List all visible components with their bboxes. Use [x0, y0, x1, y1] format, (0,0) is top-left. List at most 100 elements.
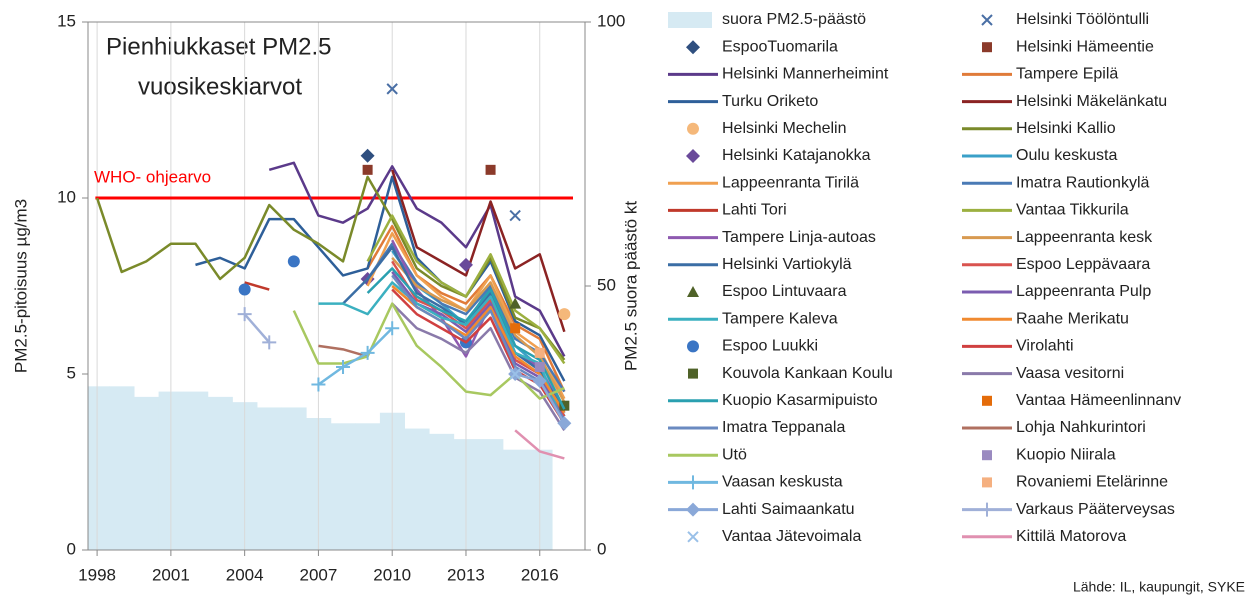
series-marker: [386, 83, 398, 95]
series-line: [391, 302, 566, 431]
legend-label: Helsinki Töölöntulli: [1016, 11, 1149, 28]
legend-marker: [982, 450, 992, 461]
legend-label: Kuopio Kasarmipuisto: [722, 392, 878, 409]
legend-label: Lahti Saimaankatu: [722, 501, 855, 518]
legend-marker: [686, 40, 700, 55]
legend-marker: [982, 42, 992, 53]
legend-marker: [982, 477, 992, 488]
series-marker: [237, 307, 252, 322]
legend-label: Tampere Kaleva: [722, 310, 838, 327]
emission-bar: [478, 439, 504, 550]
series-line: [318, 281, 566, 428]
emission-bar: [109, 386, 135, 550]
legend-label: Helsinki Katajanokka: [722, 147, 871, 164]
legend-label: Lappeenranta kesk: [1016, 229, 1153, 246]
legend-label: EspooTuomarila: [722, 38, 838, 55]
legend-marker: [687, 531, 699, 543]
series-line: [244, 281, 270, 291]
legend-marker: [981, 14, 993, 26]
legend-label: Lahti Tori: [722, 202, 787, 219]
series-marker: [558, 308, 571, 321]
legend-label: Oulu keskusta: [1016, 147, 1117, 164]
legend-label: Rovaniemi Etelärinne: [1016, 474, 1168, 491]
x-tick-label: 2013: [447, 565, 485, 584]
legend-label: Helsinki Mäkelänkatu: [1016, 93, 1167, 110]
legend-label: Imatra Rautionkylä: [1016, 174, 1149, 191]
y-axis-label: PM2.5-pitoisuus µg/m3: [11, 199, 30, 373]
y2-axis-label: PM2.5 suora päästö kt: [621, 201, 640, 371]
series-line: [366, 214, 566, 365]
emission-bar: [404, 428, 430, 550]
series-line: [514, 429, 565, 460]
emission-bar: [256, 407, 283, 550]
series-marker: [510, 323, 521, 334]
x-tick-label: 2007: [300, 565, 338, 584]
y-tick-label: 15: [57, 11, 76, 30]
legend-label: Helsinki Kallio: [1016, 120, 1116, 137]
legend-label: Helsinki Mannerheimint: [722, 66, 889, 83]
legend-label: Lohja Nahkurintori: [1016, 419, 1146, 436]
series-marker: [238, 283, 251, 296]
legend-label: Espoo Leppävaara: [1016, 256, 1150, 273]
x-tick-label: 1998: [78, 565, 116, 584]
y-tick-label: 0: [67, 539, 76, 558]
legend-marker: [686, 502, 700, 517]
series-marker: [311, 377, 326, 392]
series-line: [268, 161, 566, 357]
series-marker: [509, 297, 522, 309]
emission-bar: [502, 449, 528, 550]
legend-marker: [686, 149, 700, 163]
legend-label: suora PM2.5-päästö: [722, 11, 866, 28]
legend-label: Helsinki Vartiokylä: [722, 256, 852, 273]
series-line: [366, 224, 566, 393]
series-line: [195, 175, 566, 382]
source-note: Lähde: IL, kaupungit, SYKE: [1073, 579, 1245, 595]
legend-label: Imatra Teppanala: [722, 419, 845, 436]
emission-bar: [133, 396, 160, 550]
x-tick-label: 2001: [152, 565, 190, 584]
series-marker: [509, 209, 521, 222]
series-marker: [287, 255, 300, 268]
series-marker: [532, 374, 547, 389]
emission-bar: [355, 423, 381, 550]
y2-tick-label: 0: [597, 539, 606, 558]
chart-subtitle: vuosikeskiarvot: [138, 73, 302, 100]
emission-bar: [207, 396, 233, 550]
series-marker: [559, 400, 570, 411]
legend-label: Espoo Lintuvaara: [722, 283, 847, 300]
series-marker: [385, 321, 400, 336]
series-marker: [360, 148, 375, 163]
series-line: [391, 169, 566, 333]
emission-bar: [88, 386, 110, 550]
reference-label: WHO- ohjearvo: [94, 167, 211, 186]
legend-marker: [687, 122, 699, 135]
series-marker: [262, 335, 277, 350]
legend-label: Kouvola Kankaan Koulu: [722, 365, 893, 382]
series-line: [95, 175, 566, 361]
y-tick-label: 5: [67, 363, 76, 382]
y2-tick-label: 100: [597, 11, 625, 30]
legend-label: Lappeenranta Tirilä: [722, 174, 859, 191]
x-tick-label: 2016: [521, 565, 559, 584]
legend-label: Helsinki Hämeentie: [1016, 38, 1154, 55]
series-marker: [557, 416, 572, 431]
y-tick-label: 10: [57, 187, 76, 206]
legend-marker: [982, 395, 992, 406]
legend-swatch: [668, 12, 712, 28]
series-line: [318, 344, 368, 358]
series-marker: [360, 345, 375, 360]
plot-frame: [87, 21, 586, 551]
legend-marker: [687, 340, 699, 353]
series-line: [366, 267, 566, 410]
series-marker: [458, 257, 473, 272]
legend-label: Raahe Merikatu: [1016, 310, 1129, 327]
legend-label: Kittilä Matorova: [1016, 528, 1126, 545]
series-line: [243, 313, 271, 344]
legend-label: Varkaus Pääterveysas: [1016, 501, 1175, 518]
y2-tick-label: 50: [597, 275, 616, 294]
legend-label: Lappeenranta Pulp: [1016, 283, 1151, 300]
emission-bar: [281, 407, 307, 550]
series-line: [317, 327, 394, 386]
legend-label: Kuopio Niirala: [1016, 446, 1116, 463]
